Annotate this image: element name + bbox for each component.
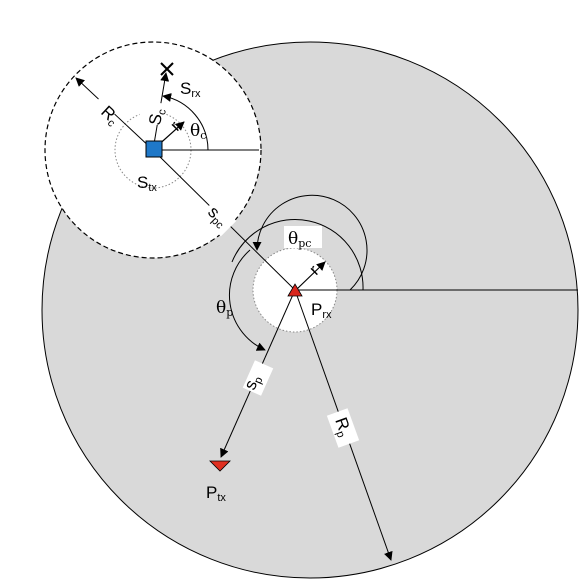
label-theta-p: θp xyxy=(216,298,233,319)
theta-pc-arc-outer xyxy=(231,218,364,291)
cross-icon xyxy=(160,62,174,76)
label-theta-pc: θpc xyxy=(288,229,311,250)
theta-c-arc xyxy=(162,93,209,151)
theta-pc-arc xyxy=(252,194,368,291)
label-r-p: Rp xyxy=(329,415,355,439)
label-bg-thetapc xyxy=(284,226,322,248)
label-bg-rp xyxy=(326,408,360,448)
label-p-tx: Ptx xyxy=(206,483,226,504)
label-p-rx: Prx xyxy=(311,300,332,321)
label-bg-sc xyxy=(138,99,168,127)
label-s-tx: Stx xyxy=(137,173,157,194)
triangle-icon xyxy=(209,460,231,472)
label-bg-sp xyxy=(242,360,274,396)
label-bg-rc xyxy=(91,88,125,122)
label-s-rx: Srx xyxy=(180,79,201,100)
label-bg-spc xyxy=(199,199,237,237)
theta-p-arc xyxy=(228,249,266,351)
triangle-icon xyxy=(287,283,303,297)
square-icon xyxy=(145,140,163,158)
r-primary-arrow xyxy=(296,261,326,290)
label-s-c: Sc xyxy=(145,106,169,127)
label-theta-c: θc xyxy=(190,121,206,142)
